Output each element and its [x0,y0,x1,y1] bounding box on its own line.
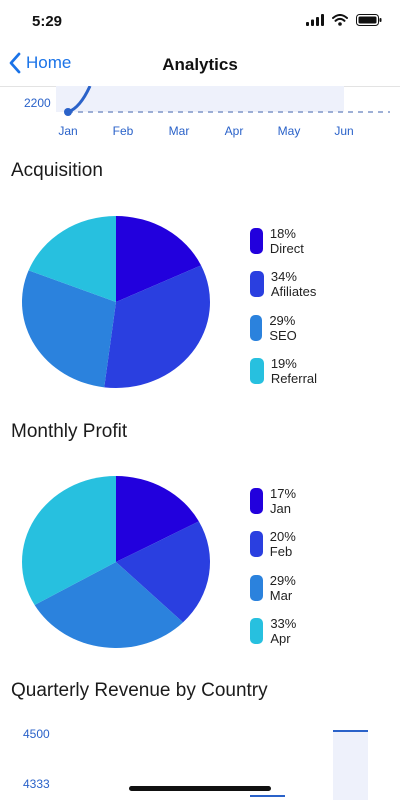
legend-swatch [250,271,264,297]
legend-label: 29% SEO [269,313,297,343]
pie-slice-feb [116,521,211,623]
home-indicator [129,786,271,791]
legend-label: 34% Afiliates [270,269,317,299]
legend-item: 18% Direct [250,226,311,256]
acquisition-pie-chart [21,216,210,388]
x-tick-label: May [278,124,301,138]
x-tick-label: Feb [113,124,134,138]
back-button[interactable]: Home [8,52,71,74]
legend-swatch [250,531,263,557]
legend-label: 20% Feb [269,529,296,559]
status-icons [306,14,382,26]
monthly-profit-pie-chart [22,476,211,648]
legend-item: 33% Apr [250,616,303,646]
legend-item: 17% Jan [250,486,303,516]
chevron-left-icon [9,52,21,74]
pie-slice-seo [21,270,117,388]
navigation-bar: Home Analytics [0,44,400,87]
pie-slice-apr [22,476,116,605]
legend-label: 29% Mar [269,573,296,603]
signal-icon [306,14,324,26]
status-time: 5:29 [32,13,63,30]
line-chart-fragment: 2200 Jan Feb Mar Apr May Jun [24,86,390,138]
pie-slice-mar [34,562,183,648]
legend-label: 17% Jan [270,486,297,516]
legend-swatch [250,488,264,514]
y-tick-label: 4500 [23,727,50,741]
chart-plot-background [56,86,344,112]
pie-slice-direct [116,216,202,302]
pie-slice-jan [116,476,199,562]
battery-icon [356,14,382,26]
x-tick-label: Apr [225,124,244,138]
back-button-label: Home [26,53,72,72]
y-tick-label: 2200 [24,96,51,110]
legend-swatch [250,228,263,254]
legend-label: 19% Referral [270,356,318,386]
monthly-profit-title: Monthly Profit [11,421,128,442]
page-title: Analytics [162,55,238,74]
legend-item: 29% Mar [250,573,303,603]
quarterly-revenue-bar-chart: 4500 4333 [23,727,368,800]
x-tick-label: Mar [169,124,190,138]
legend-item: 20% Feb [250,529,303,559]
legend-label: 18% Direct [269,226,304,256]
acquisition-title: Acquisition [11,160,103,181]
legend-swatch [250,315,263,341]
quarterly-revenue-title: Quarterly Revenue by Country [11,680,268,701]
legend-swatch [250,575,263,601]
status-bar: 5:29 [0,0,400,44]
x-tick-label: Jan [58,124,77,138]
line-point [64,108,72,116]
x-tick-label: Jun [334,124,353,138]
legend-item: 19% Referral [250,356,323,386]
pie-slice-referral [28,216,116,302]
legend-swatch [250,618,264,644]
y-tick-label: 4333 [23,777,50,791]
legend-item: 34% Afiliates [250,269,323,299]
legend-label: 33% Apr [270,616,297,646]
legend-item: 29% SEO [250,313,304,343]
legend-swatch [250,358,264,384]
bar [333,730,368,800]
pie-slice-afiliates [104,265,210,388]
wifi-icon [332,14,348,26]
